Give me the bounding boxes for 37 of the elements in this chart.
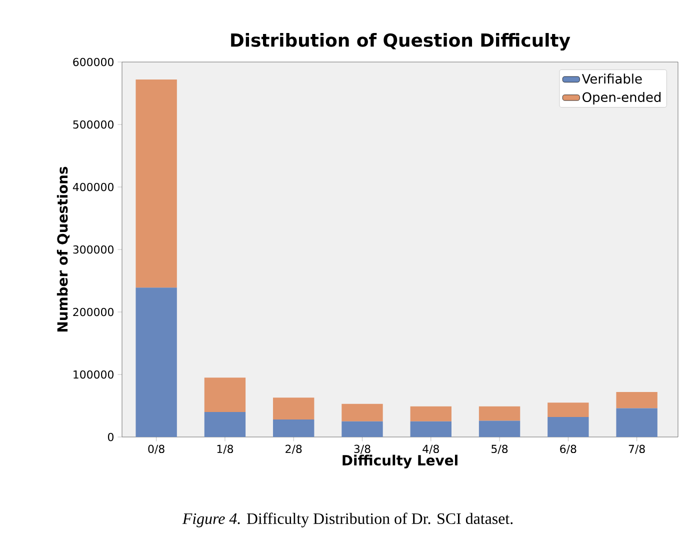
text: Figure 4. Difficulty Distribution of Dr. SCI dataset.	[182, 512, 513, 528]
y-tick-label: 400000	[72, 182, 114, 192]
bar	[204, 378, 246, 412]
bar	[548, 417, 589, 437]
bar	[136, 288, 177, 437]
bar	[478, 406, 520, 421]
bar	[273, 420, 314, 437]
bar	[548, 402, 589, 417]
x-tick-label: 1/8	[217, 444, 234, 454]
bar	[478, 420, 520, 437]
y-axis-title: Number of Questions	[56, 166, 70, 332]
bar	[410, 421, 452, 437]
bar	[616, 392, 658, 408]
legend-label: Open-ended	[582, 92, 661, 105]
y-tick-label: 500000	[73, 120, 114, 129]
bar	[410, 406, 452, 422]
x-tick-label: 4/8	[422, 444, 439, 454]
y-tick-label: 300000	[73, 245, 114, 254]
bar	[136, 80, 177, 288]
bar	[342, 421, 383, 437]
x-axis-title: Difficulty Level	[342, 454, 458, 468]
x-tick-label: 3/8	[354, 444, 370, 454]
y-tick-label: 200000	[73, 308, 114, 316]
y-tick-label: 100000	[74, 370, 114, 379]
y-tick-label: 0	[108, 432, 114, 442]
x-tick-label: 6/8	[560, 444, 576, 454]
x-tick-label: 5/8	[492, 444, 508, 454]
x-tick-label: 0/8	[148, 444, 164, 454]
bar	[204, 412, 246, 437]
legend-label: Verifiable	[582, 74, 642, 84]
x-tick-label: 2/8	[286, 444, 302, 454]
bar	[616, 408, 658, 437]
bar	[273, 398, 314, 420]
chart-title: Distribution of Question Difficulty	[231, 33, 570, 51]
bar	[342, 404, 383, 422]
x-tick-label: 7/8	[628, 444, 645, 454]
y-tick-label: 600000	[73, 58, 114, 66]
